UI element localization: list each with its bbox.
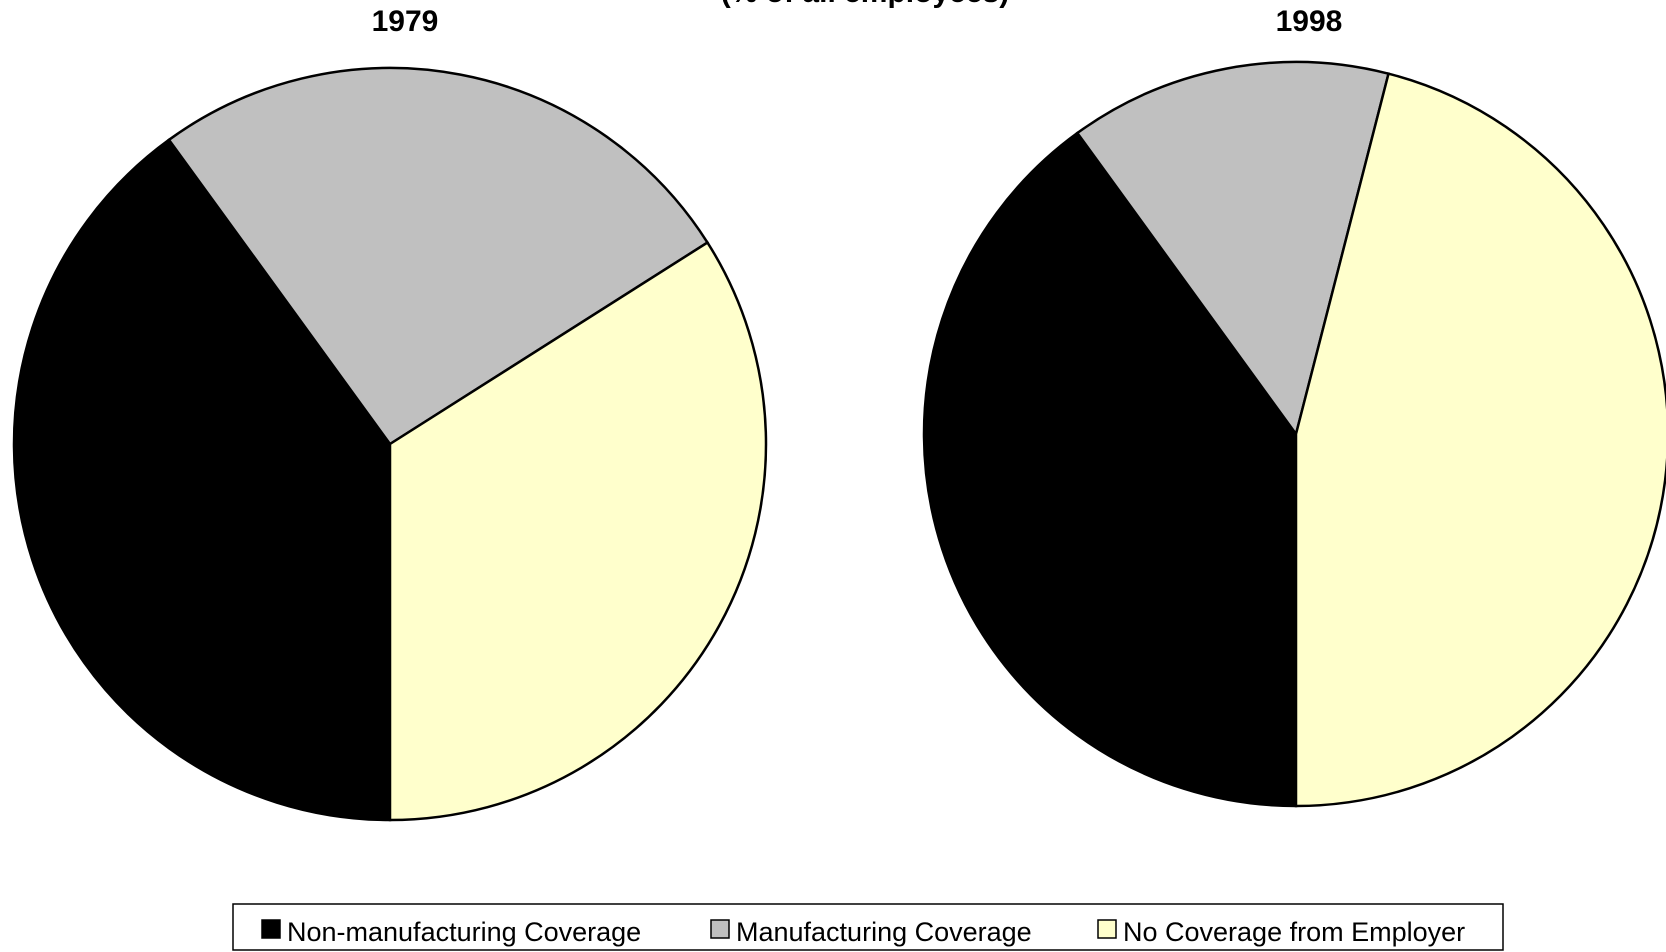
legend-swatch [710, 919, 730, 939]
pie-slice [12, 138, 392, 822]
pie-title: 1998 [1276, 5, 1343, 38]
legend-swatch [1097, 919, 1117, 939]
pie-slice [922, 131, 1298, 808]
pie-title: 1979 [372, 5, 439, 38]
pie-slice [1075, 60, 1391, 437]
pie-slice [1294, 72, 1666, 808]
pie-slice [167, 66, 710, 446]
chart-title: (% of all employees) [721, 0, 1009, 9]
pie-slice [388, 240, 768, 822]
legend-swatch [261, 919, 281, 939]
legend-label: Non-manufacturing Coverage [287, 917, 641, 947]
legend-box [232, 903, 1504, 951]
legend-label: No Coverage from Employer [1123, 917, 1465, 947]
legend-label: Manufacturing Coverage [736, 917, 1032, 947]
